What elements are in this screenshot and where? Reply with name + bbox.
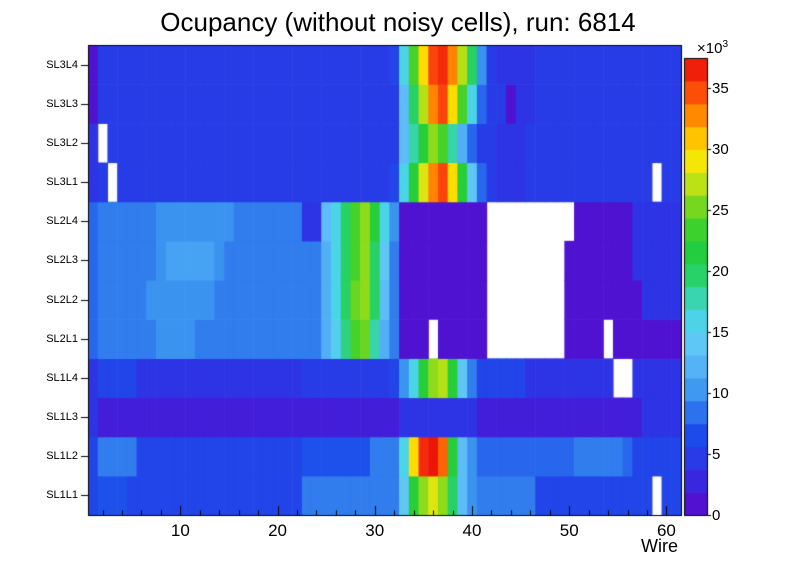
colorbar-tick-label-20: 20: [712, 263, 729, 281]
x-tick-label-40: 40: [462, 521, 482, 540]
y-tick-label-sl3l4: SL3L4: [46, 58, 78, 71]
colorbar-tick-label-35: 35: [712, 80, 729, 98]
colorbar-tick-label-15: 15: [712, 324, 729, 342]
y-tick-label-sl2l1: SL2L1: [46, 332, 78, 345]
chart-title: Ocupancy (without noisy cells), run: 681…: [160, 7, 636, 37]
y-tick-label-sl1l1: SL1L1: [46, 489, 78, 502]
z-scale-exponent: 3: [722, 39, 729, 50]
colorbar-tick-label-25: 25: [712, 202, 729, 220]
y-tick-label-sl1l2: SL1L2: [46, 450, 78, 463]
y-tick-label-sl2l2: SL2L2: [46, 293, 78, 306]
x-tick-label-30: 30: [365, 521, 385, 540]
x-tick-label-50: 50: [559, 521, 579, 540]
colorbar-tick-label-5: 5: [712, 446, 721, 464]
y-tick-label-sl3l2: SL3L2: [46, 136, 78, 149]
y-tick-label-sl2l3: SL2L3: [46, 254, 78, 267]
y-tick-label-sl2l4: SL2L4: [46, 215, 78, 228]
y-tick-label-sl3l1: SL3L1: [46, 176, 78, 189]
colorbar-tick-label-0: 0: [712, 507, 721, 524]
y-tick-label-sl3l3: SL3L3: [46, 97, 78, 110]
x-tick-label-10: 10: [170, 521, 190, 540]
x-tick-label-20: 20: [268, 521, 288, 540]
colorbar-tick-label-30: 30: [712, 141, 729, 159]
x-tick-label-60: 60: [656, 521, 676, 540]
y-tick-label-sl1l3: SL1L3: [46, 411, 78, 424]
z-scale-base: ×10: [697, 40, 723, 57]
y-tick-label-sl1l4: SL1L4: [46, 371, 78, 384]
z-scale-exponent-label: ×103: [697, 39, 728, 57]
colorbar-tick-label-10: 10: [712, 385, 729, 403]
x-axis-label: Wire: [641, 536, 678, 556]
